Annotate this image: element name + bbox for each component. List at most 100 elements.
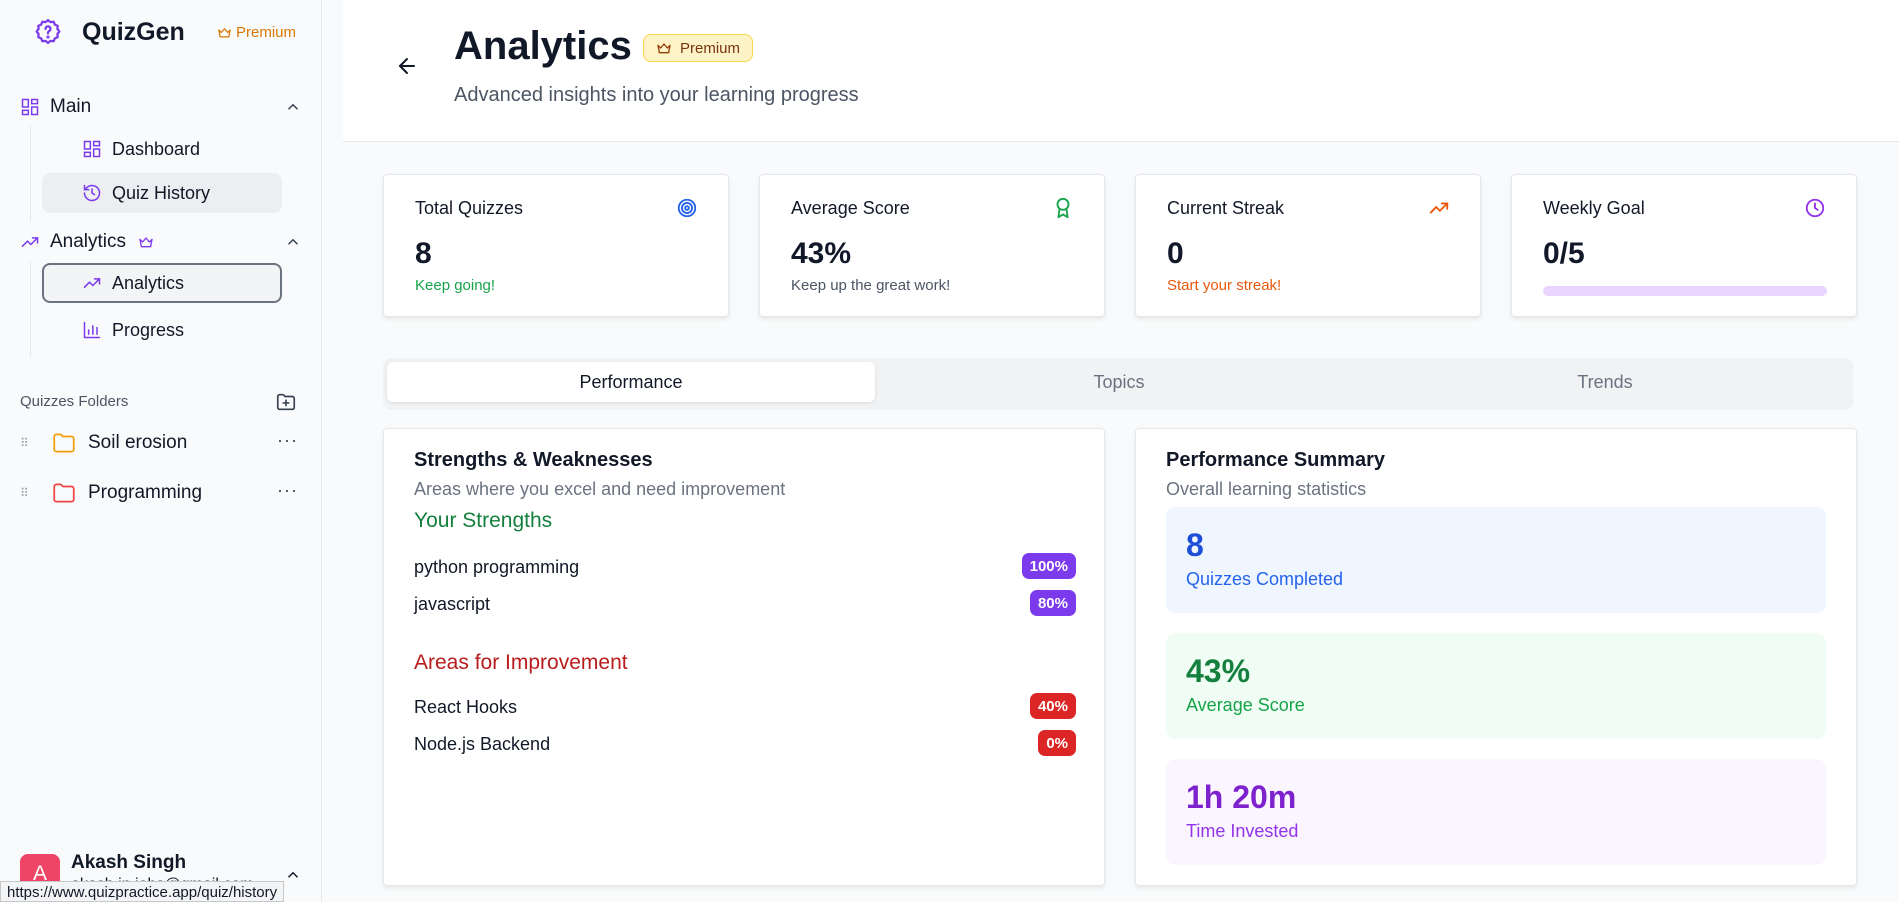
brand-name: QuizGen bbox=[82, 17, 185, 46]
summary-time-invested: 1h 20m Time Invested bbox=[1166, 759, 1826, 865]
sidebar-item-dashboard[interactable]: Dashboard bbox=[42, 129, 282, 169]
nav-tree-line bbox=[30, 126, 31, 222]
stat-subtext: Keep going! bbox=[415, 277, 496, 294]
panel-subtitle: Areas where you excel and need improveme… bbox=[414, 479, 786, 499]
folder-item[interactable]: ⠿ Soil erosion ··· bbox=[20, 426, 302, 460]
main-content: Analytics Premium Advanced insights into… bbox=[343, 0, 1899, 902]
arrow-left-icon[interactable] bbox=[395, 54, 419, 78]
nav-group-analytics-label: Analytics bbox=[50, 231, 127, 252]
page-title: Analytics bbox=[454, 24, 632, 68]
sidebar-item-label: Quiz History bbox=[112, 182, 211, 203]
nav-tree-line bbox=[30, 261, 31, 357]
grid-icon bbox=[83, 140, 101, 158]
chevron-up-icon[interactable] bbox=[284, 866, 302, 884]
stat-card-current-streak: Current Streak 0 Start your streak! bbox=[1135, 174, 1481, 317]
stat-value: 43% bbox=[791, 237, 852, 270]
panel-title: Performance Summary bbox=[1166, 449, 1385, 471]
stat-value: 0 bbox=[1167, 237, 1184, 270]
weekly-goal-progress-bar bbox=[1543, 286, 1827, 296]
summary-average-score: 43% Average Score bbox=[1166, 633, 1826, 739]
sidebar-item-quiz-history[interactable]: Quiz History bbox=[42, 173, 282, 213]
premium-badge[interactable]: Premium bbox=[217, 24, 296, 41]
sidebar-item-label: Progress bbox=[112, 319, 185, 340]
crown-icon bbox=[139, 237, 153, 248]
quiz-logo-icon bbox=[32, 16, 64, 48]
more-icon[interactable]: ··· bbox=[277, 480, 298, 500]
sidebar-item-analytics[interactable]: Analytics bbox=[42, 263, 282, 303]
skill-name: javascript bbox=[414, 594, 491, 614]
premium-badge-label: Premium bbox=[680, 39, 741, 57]
summary-value: 43% bbox=[1186, 653, 1251, 689]
trending-up-icon bbox=[1429, 202, 1449, 214]
target-icon bbox=[677, 198, 697, 218]
tab-performance[interactable]: Performance bbox=[387, 362, 875, 402]
tab-topics[interactable]: Topics bbox=[1093, 371, 1145, 392]
summary-quizzes-completed: 8 Quizzes Completed bbox=[1166, 507, 1826, 613]
folder-icon bbox=[53, 433, 75, 453]
sidebar-item-label: Dashboard bbox=[112, 138, 201, 159]
crown-icon bbox=[657, 43, 671, 54]
folder-item[interactable]: ⠿ Programming ··· bbox=[20, 476, 302, 510]
stat-subtext: Start your streak! bbox=[1167, 277, 1282, 294]
skill-score-badge: 0% bbox=[1038, 730, 1076, 756]
strengths-weaknesses-panel: Strengths & Weaknesses Areas where you e… bbox=[383, 428, 1105, 886]
trending-up-icon bbox=[83, 278, 101, 288]
skill-score-badge: 80% bbox=[1029, 590, 1076, 616]
stat-card-weekly-goal: Weekly Goal 0/5 bbox=[1511, 174, 1857, 317]
user-name: Akash Singh bbox=[71, 852, 187, 873]
stat-card-total-quizzes: Total Quizzes 8 Keep going! bbox=[383, 174, 729, 317]
performance-summary-panel: Performance Summary Overall learning sta… bbox=[1135, 428, 1857, 886]
summary-value: 8 bbox=[1186, 527, 1204, 563]
skill-name: React Hooks bbox=[414, 697, 518, 717]
stat-title: Current Streak bbox=[1167, 198, 1285, 218]
stat-value: 0/5 bbox=[1543, 237, 1585, 270]
improvement-title: Areas for Improvement bbox=[414, 651, 628, 674]
page-subtitle: Advanced insights into your learning pro… bbox=[454, 84, 859, 106]
nav-group-main-label: Main bbox=[50, 96, 92, 117]
folder-name: Programming bbox=[88, 482, 203, 503]
nav-group-analytics[interactable]: Analytics bbox=[20, 227, 302, 257]
more-icon[interactable]: ··· bbox=[277, 430, 298, 450]
stat-value: 8 bbox=[415, 237, 432, 270]
stat-card-average-score: Average Score 43% Keep up the great work… bbox=[759, 174, 1105, 317]
history-icon bbox=[83, 184, 101, 202]
nav-group-main[interactable]: Main bbox=[20, 92, 302, 122]
chevron-up-icon[interactable] bbox=[284, 233, 302, 251]
strengths-title: Your Strengths bbox=[414, 509, 553, 532]
status-bar-url: https://www.quizpractice.app/quiz/histor… bbox=[0, 881, 285, 902]
brand[interactable]: QuizGen bbox=[32, 16, 185, 48]
drag-handle-icon[interactable]: ⠿ bbox=[20, 436, 29, 450]
tab-trends[interactable]: Trends bbox=[1577, 371, 1633, 392]
premium-badge: Premium bbox=[643, 34, 754, 62]
award-icon bbox=[1056, 197, 1070, 219]
summary-value: 1h 20m bbox=[1186, 779, 1297, 815]
folder-icon bbox=[53, 483, 75, 503]
panel-title: Strengths & Weaknesses bbox=[414, 449, 653, 471]
sidebar: QuizGen Premium Main Dashboard Quiz Hist… bbox=[0, 0, 322, 902]
folder-plus-icon[interactable] bbox=[274, 391, 298, 413]
premium-badge-label: Premium bbox=[236, 24, 297, 41]
grid-icon bbox=[21, 98, 39, 116]
stat-title: Average Score bbox=[791, 198, 910, 218]
improvement-row: Node.js Backend 0% bbox=[414, 730, 1076, 758]
stat-subtext: Keep up the great work! bbox=[791, 277, 951, 294]
summary-label: Average Score bbox=[1186, 695, 1305, 715]
skill-name: python programming bbox=[414, 557, 580, 577]
folder-name: Soil erosion bbox=[88, 432, 188, 453]
drag-handle-icon[interactable]: ⠿ bbox=[20, 486, 29, 500]
strength-row: python programming 100% bbox=[414, 553, 1076, 581]
trending-up-icon bbox=[21, 237, 39, 247]
analytics-tabs: Performance Topics Trends bbox=[383, 358, 1853, 410]
panel-subtitle: Overall learning statistics bbox=[1166, 479, 1367, 499]
summary-label: Quizzes Completed bbox=[1186, 569, 1344, 589]
chevron-up-icon[interactable] bbox=[284, 98, 302, 116]
improvement-row: React Hooks 40% bbox=[414, 693, 1076, 721]
skill-name: Node.js Backend bbox=[414, 734, 551, 754]
sidebar-item-label: Analytics bbox=[112, 272, 185, 293]
strength-row: javascript 80% bbox=[414, 590, 1076, 618]
bar-chart-icon bbox=[83, 321, 101, 339]
crown-icon bbox=[218, 28, 231, 38]
skill-score-badge: 100% bbox=[1021, 553, 1076, 579]
sidebar-item-progress[interactable]: Progress bbox=[42, 310, 282, 350]
summary-label: Time Invested bbox=[1186, 821, 1299, 841]
